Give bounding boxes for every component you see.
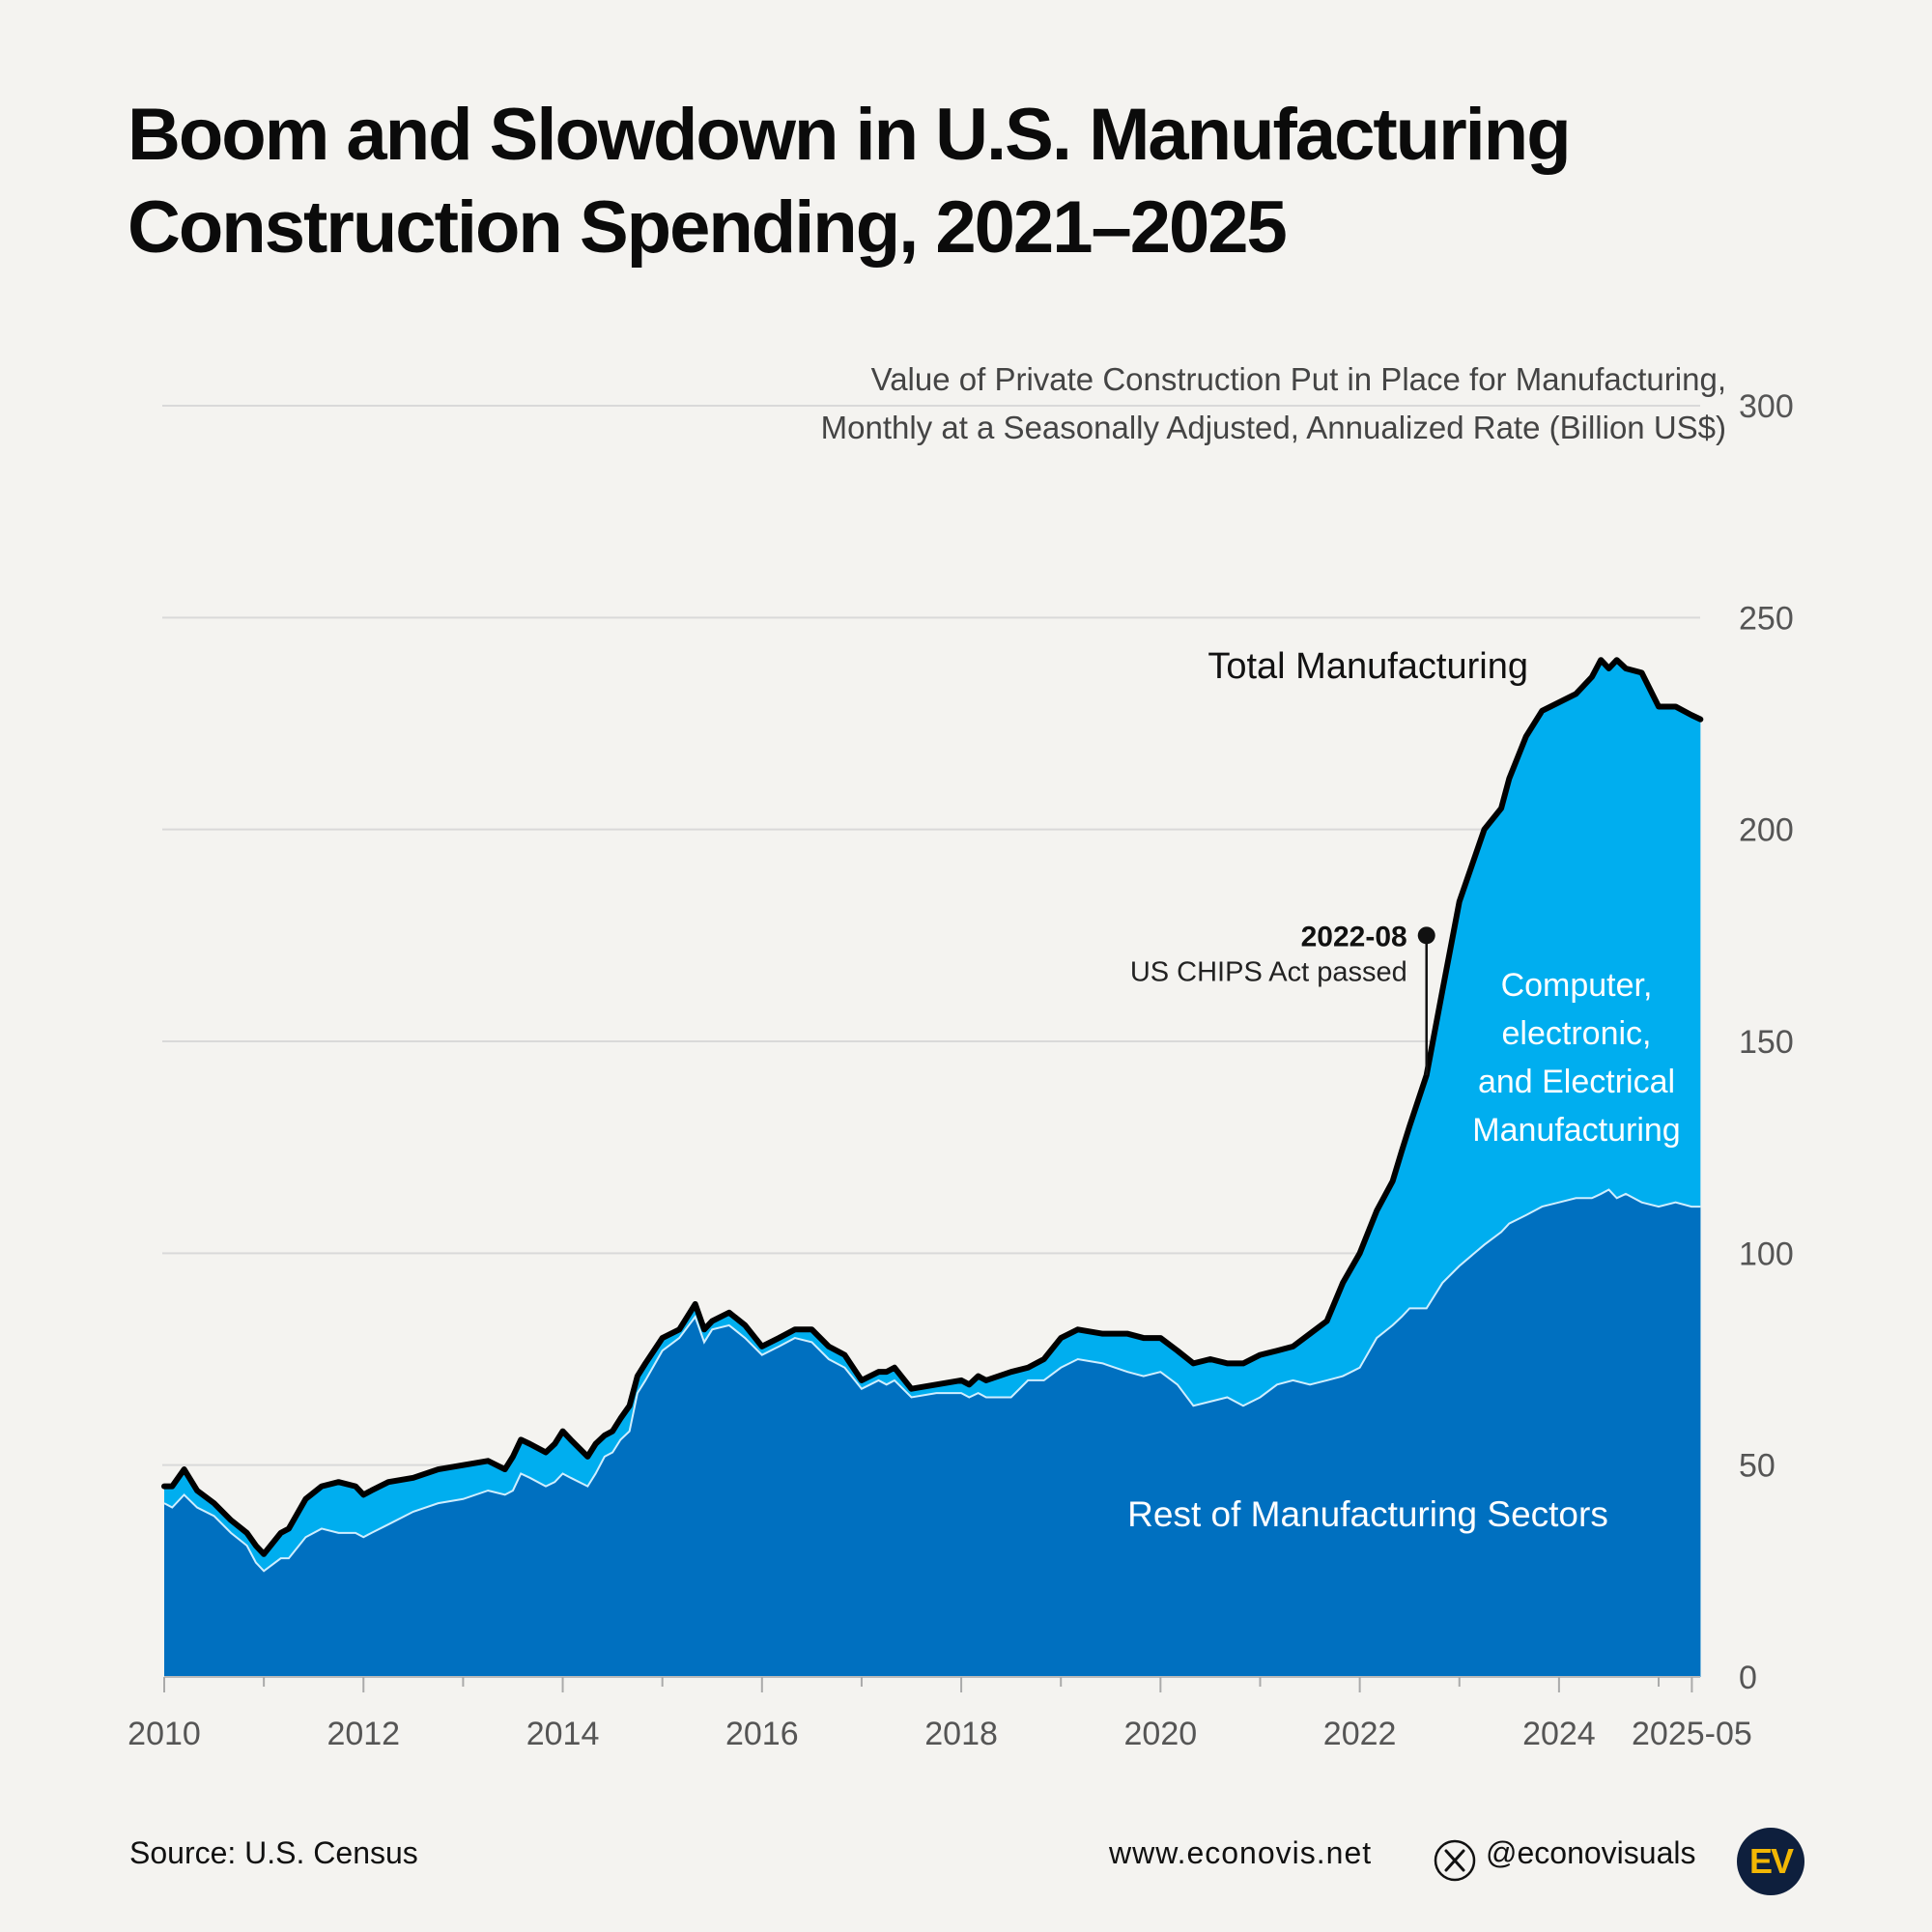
y-tick-label-0: 0	[1739, 1660, 1757, 1696]
total-manufacturing-line	[161, 657, 1704, 1557]
rest-of-manufacturing-label: Rest of Manufacturing Sectors	[1127, 1494, 1608, 1534]
chart-areas	[161, 657, 1704, 1678]
chips-act-annotation: 2022-08 US CHIPS Act passed	[1130, 921, 1435, 1076]
social-handle[interactable]: @econovisuals	[1486, 1835, 1696, 1870]
annotation-marker	[1417, 926, 1435, 945]
x-tick-label-2012: 2012	[327, 1716, 400, 1752]
chart-title-line-1: Boom and Slowdown in U.S. Manufacturing	[128, 94, 1572, 176]
chart-title-line-2: Construction Spending, 2021–2025	[128, 186, 1288, 269]
x-tick-label-2018: 2018	[924, 1716, 998, 1752]
y-tick-label-50: 50	[1739, 1448, 1776, 1485]
rest-of-manufacturing-edge	[163, 1188, 1701, 1573]
x-tick-label-2020: 2020	[1124, 1716, 1198, 1752]
y-tick-label-200: 200	[1739, 812, 1794, 849]
computer-label-line-4: Manufacturing	[1472, 1112, 1680, 1149]
y-tick-label-250: 250	[1739, 600, 1794, 637]
source-note: Source: U.S. Census	[129, 1835, 418, 1870]
total-manufacturing-label: Total Manufacturing	[1208, 646, 1528, 687]
computer-label-line-1: Computer,	[1501, 967, 1653, 1004]
website-link[interactable]: www.econovis.net	[1109, 1835, 1373, 1870]
x-tick-label-2016: 2016	[725, 1716, 799, 1752]
x-tick-label-2010: 2010	[128, 1716, 201, 1752]
econovis-logo: EV	[1737, 1828, 1804, 1895]
chart-labels: Value of Private Construction Put in Pla…	[821, 361, 1726, 1534]
chart-title: Boom and Slowdown in U.S. Manufacturing …	[128, 89, 1572, 274]
x-tick-label-2014: 2014	[526, 1716, 600, 1752]
chart-subtitle-line-1: Value of Private Construction Put in Pla…	[871, 361, 1726, 397]
x-tick-label-2025-05: 2025-05	[1632, 1716, 1752, 1752]
x-tick-label-2022: 2022	[1323, 1716, 1397, 1752]
y-tick-label-150: 150	[1739, 1024, 1794, 1061]
y-tick-label-300: 300	[1739, 388, 1794, 425]
computer-label-line-3: and Electrical	[1478, 1064, 1675, 1100]
chart-subtitle-line-2: Monthly at a Seasonally Adjusted, Annual…	[821, 410, 1726, 445]
annotation-text: US CHIPS Act passed	[1130, 956, 1407, 987]
x-logo-icon	[1434, 1839, 1476, 1882]
x-tick-label-2024: 2024	[1522, 1716, 1596, 1752]
annotation-date: 2022-08	[1301, 921, 1407, 952]
computer-label-line-2: electronic,	[1502, 1015, 1652, 1052]
y-tick-label-100: 100	[1739, 1236, 1794, 1272]
axes: 0 50 100 150 200 250 300 2010 2012 2014 2016 2018 20…	[128, 388, 1794, 1752]
rest-of-manufacturing-area	[164, 1189, 1701, 1677]
